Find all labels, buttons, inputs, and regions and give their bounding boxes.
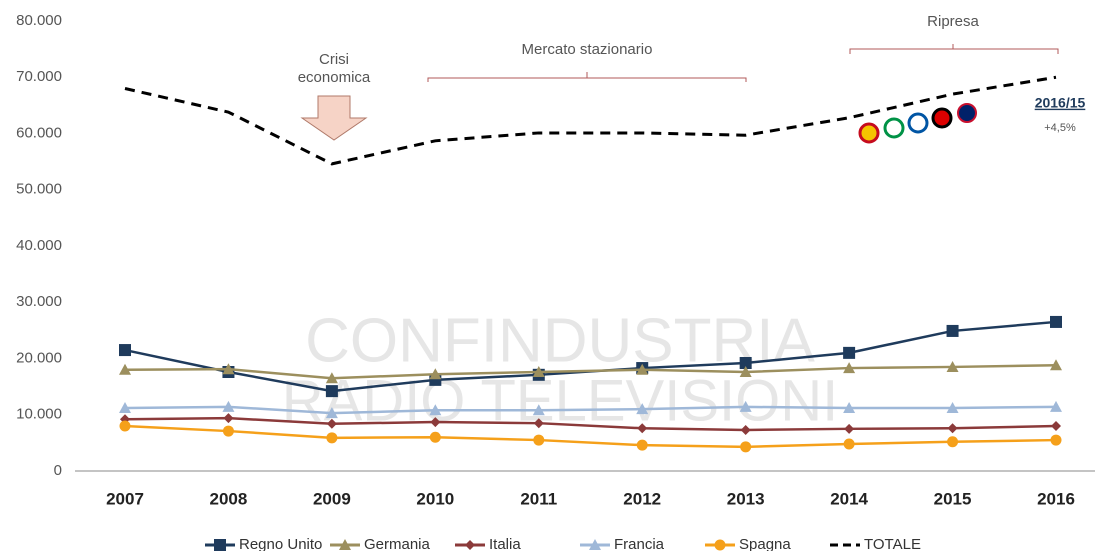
y-tick-label: 30.000: [16, 293, 62, 310]
bracket: [427, 72, 747, 82]
marker: [947, 436, 959, 448]
y-tick-label: 20.000: [16, 349, 62, 366]
y-tick-label: 40.000: [16, 237, 62, 254]
marker: [1050, 315, 1062, 328]
legend-label: Francia: [614, 536, 665, 551]
marker: [946, 402, 959, 413]
flags: [858, 103, 977, 144]
x-tick-label: 2014: [830, 489, 868, 508]
marker: [222, 425, 234, 437]
marker: [947, 423, 958, 434]
marker: [739, 366, 752, 377]
marker: [1050, 400, 1062, 412]
y-tick-label: 70.000: [16, 68, 62, 85]
marker: [843, 362, 856, 374]
annotation: Crisi: [319, 51, 349, 68]
marker: [844, 423, 855, 434]
line: [124, 405, 1057, 415]
legend-label: Germania: [364, 536, 431, 551]
legend-label: Spagna: [739, 536, 791, 551]
marker: [739, 400, 752, 412]
marker: [843, 438, 855, 450]
line: [124, 416, 1057, 432]
marker: [119, 420, 131, 432]
marker: [637, 423, 648, 434]
annotation: Mercato stazionario: [522, 41, 653, 58]
marker: [325, 372, 338, 384]
y-tick-label: 60.000: [16, 124, 62, 141]
bracket: [849, 44, 1059, 54]
legend-label: TOTALE: [864, 536, 921, 551]
watermark: CONFINDUSTRIA: [305, 306, 815, 375]
marker: [223, 413, 234, 424]
annotation: economica: [298, 69, 371, 86]
line: [124, 364, 1057, 380]
marker: [222, 400, 235, 412]
marker: [589, 539, 601, 550]
marker: [326, 432, 338, 444]
arrow: [300, 95, 368, 141]
marker: [739, 357, 752, 369]
marker: [532, 404, 545, 416]
annotation: 2016/15: [1035, 95, 1086, 111]
marker: [222, 363, 235, 375]
marker: [636, 363, 649, 375]
marker: [119, 402, 131, 413]
marker: [843, 402, 856, 413]
marker: [946, 324, 959, 337]
marker: [1050, 434, 1062, 446]
marker: [119, 344, 131, 357]
x-tick-label: 2013: [727, 489, 765, 508]
marker: [1051, 421, 1061, 431]
x-tick-label: 2011: [520, 489, 557, 508]
marker: [533, 434, 545, 446]
y-tick-label: 10.000: [16, 406, 62, 423]
marker: [636, 403, 649, 415]
y-tick-label: 50.000: [16, 181, 62, 198]
x-tick-label: 2007: [106, 489, 144, 508]
x-tick-label: 2015: [934, 489, 972, 508]
marker: [946, 360, 959, 372]
marker: [843, 346, 856, 359]
marker: [119, 363, 131, 375]
marker: [532, 366, 545, 377]
marker: [740, 424, 751, 435]
marker: [325, 385, 338, 398]
marker: [714, 539, 726, 551]
marker: [326, 418, 337, 429]
marker: [214, 539, 226, 551]
marker: [740, 441, 752, 453]
marker: [636, 439, 648, 451]
marker: [429, 404, 442, 416]
x-tick-label: 2016: [1037, 489, 1075, 508]
marker: [429, 431, 441, 443]
marker: [533, 418, 544, 429]
legend-label: Regno Unito: [239, 536, 322, 551]
y-tick-label: 0: [54, 462, 62, 479]
line: [124, 424, 1057, 449]
x-tick-label: 2009: [313, 489, 351, 508]
x-tick-label: 2010: [416, 489, 454, 508]
marker: [430, 417, 441, 428]
marker: [325, 407, 338, 419]
legend-label: Italia: [489, 536, 521, 551]
x-tick-label: 2008: [210, 489, 248, 508]
marker: [1050, 359, 1062, 371]
annotation: +4,5%: [1044, 122, 1076, 134]
x-tick-label: 2012: [623, 489, 661, 508]
marker: [429, 368, 442, 380]
line: [124, 75, 1057, 166]
y-tick-label: 80.000: [16, 12, 62, 29]
annotation: Ripresa: [927, 13, 979, 30]
marker: [339, 539, 351, 550]
marker: [465, 540, 475, 550]
